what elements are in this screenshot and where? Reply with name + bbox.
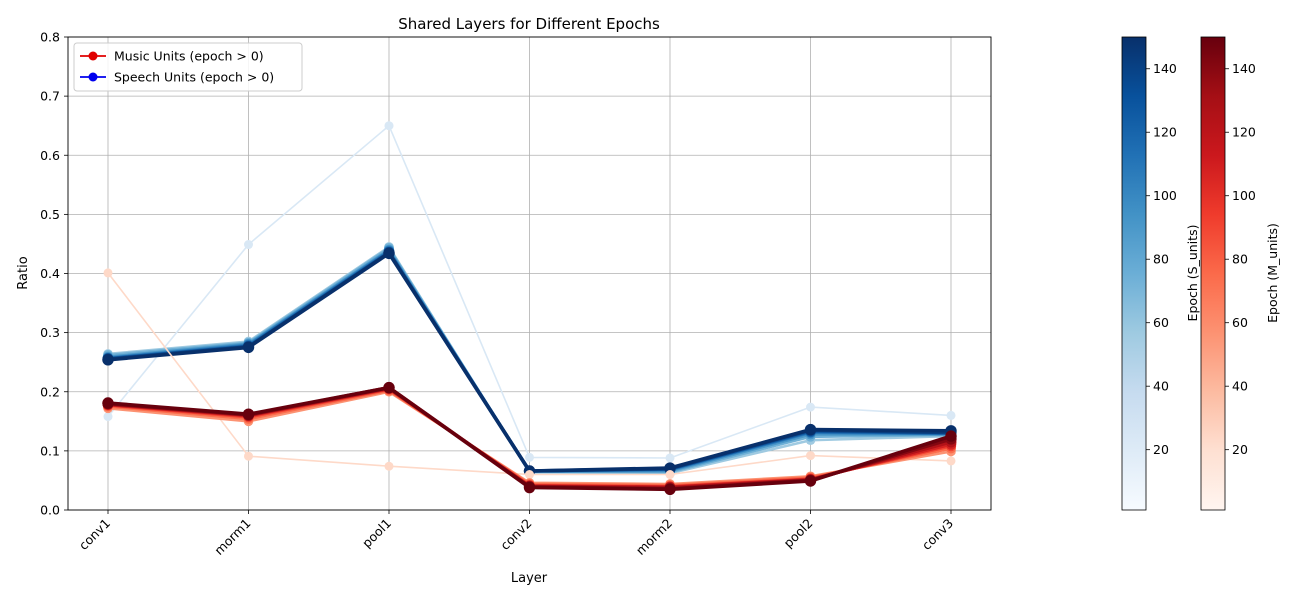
data-point: [383, 247, 395, 260]
legend: Music Units (epoch > 0) Speech Units (ep…: [73, 42, 303, 92]
data-point: [523, 481, 536, 494]
colorbar-speech-label: Epoch (S_units): [1185, 225, 1200, 322]
legend-speech-label: Speech Units (epoch > 0): [114, 70, 274, 85]
colorbar-tick-label: 140: [1153, 61, 1177, 76]
x-axis-label: Layer: [511, 571, 548, 586]
colorbar-tick-label: 100: [1232, 188, 1256, 203]
x-tick-label: pool1: [359, 516, 394, 551]
data-point: [946, 410, 956, 420]
colorbar-tick-label: 60: [1232, 315, 1248, 330]
data-point: [664, 483, 676, 496]
data-point: [664, 462, 676, 474]
data-point: [806, 451, 815, 461]
series-speech-epoch-1: [103, 121, 956, 463]
x-tick-label: conv1: [76, 516, 113, 553]
series-lines: [102, 121, 957, 496]
colorbar-speech-ticks: 20 40 60 80 100 120 140: [1146, 61, 1177, 457]
colorbar-tick-label: 40: [1153, 379, 1169, 394]
colorbar-speech: 20 40 60 80 100 120 140 Epoch (S_units): [1121, 36, 1200, 511]
legend-box: [73, 42, 303, 92]
y-tick-label: 0.2: [40, 384, 60, 399]
colorbar-tick-label: 80: [1153, 252, 1169, 267]
data-point: [102, 354, 114, 366]
y-tick-label: 0.3: [40, 325, 60, 340]
colorbar-speech-bar: [1121, 36, 1147, 511]
x-tick-label: morm1: [211, 516, 253, 558]
series-music-epoch-1: [103, 268, 956, 480]
colorbar-music-bar: [1200, 36, 1226, 511]
y-tick-label: 0.4: [40, 266, 60, 281]
data-point: [804, 475, 817, 487]
y-tick-label: 0.1: [40, 443, 60, 458]
data-point: [945, 430, 957, 442]
data-point: [525, 452, 534, 462]
colorbar-tick-label: 100: [1153, 188, 1177, 203]
data-point: [103, 412, 113, 422]
colorbar-tick-label: 60: [1153, 315, 1169, 330]
colorbar-music-ticks: 20 40 60 80 100 120 140: [1225, 61, 1256, 457]
colorbar-tick-label: 40: [1232, 379, 1248, 394]
data-point: [244, 451, 253, 461]
y-tick-label: 0.5: [40, 207, 60, 222]
x-tick-label: pool2: [781, 516, 816, 551]
data-point: [384, 121, 394, 131]
data-point: [242, 408, 255, 420]
data-point: [383, 381, 395, 394]
legend-speech-marker: [88, 72, 98, 82]
legend-music-label: Music Units (epoch > 0): [114, 49, 264, 64]
y-tick-label: 0.7: [40, 89, 60, 104]
colorbar-music-label: Epoch (M_units): [1265, 223, 1280, 323]
colorbar-tick-label: 120: [1232, 125, 1256, 140]
colorbar-tick-label: 20: [1153, 442, 1169, 457]
legend-music-marker: [88, 51, 98, 61]
data-point: [804, 423, 817, 436]
data-point: [242, 341, 255, 354]
x-tick-label: morm2: [633, 516, 675, 558]
data-point: [806, 402, 815, 412]
colorbar-tick-label: 120: [1153, 125, 1177, 140]
data-point: [665, 470, 675, 480]
y-tick-label: 0.6: [40, 148, 60, 163]
data-point: [665, 453, 675, 463]
data-point: [244, 240, 253, 250]
data-point: [102, 397, 114, 409]
plot-frame: [67, 36, 992, 511]
chart-title: Shared Layers for Different Epochs: [398, 15, 660, 33]
grid: [68, 36, 991, 511]
data-point: [384, 461, 394, 471]
colorbar-tick-label: 140: [1232, 61, 1256, 76]
series-music-epoch-150: [102, 381, 957, 496]
colorbar-tick-label: 20: [1232, 442, 1248, 457]
data-point: [525, 470, 534, 480]
y-axis-label: Ratio: [16, 256, 31, 289]
y-tick-label: 0.0: [40, 503, 60, 518]
y-tick-label: 0.8: [40, 30, 60, 45]
colorbar-music: 20 40 60 80 100 120 140 Epoch (M_units): [1200, 36, 1280, 511]
x-tick-label: conv2: [497, 516, 534, 553]
data-point: [946, 456, 956, 466]
data-point: [103, 268, 113, 278]
colorbar-tick-label: 80: [1232, 252, 1248, 267]
x-tick-label: conv3: [919, 516, 956, 553]
